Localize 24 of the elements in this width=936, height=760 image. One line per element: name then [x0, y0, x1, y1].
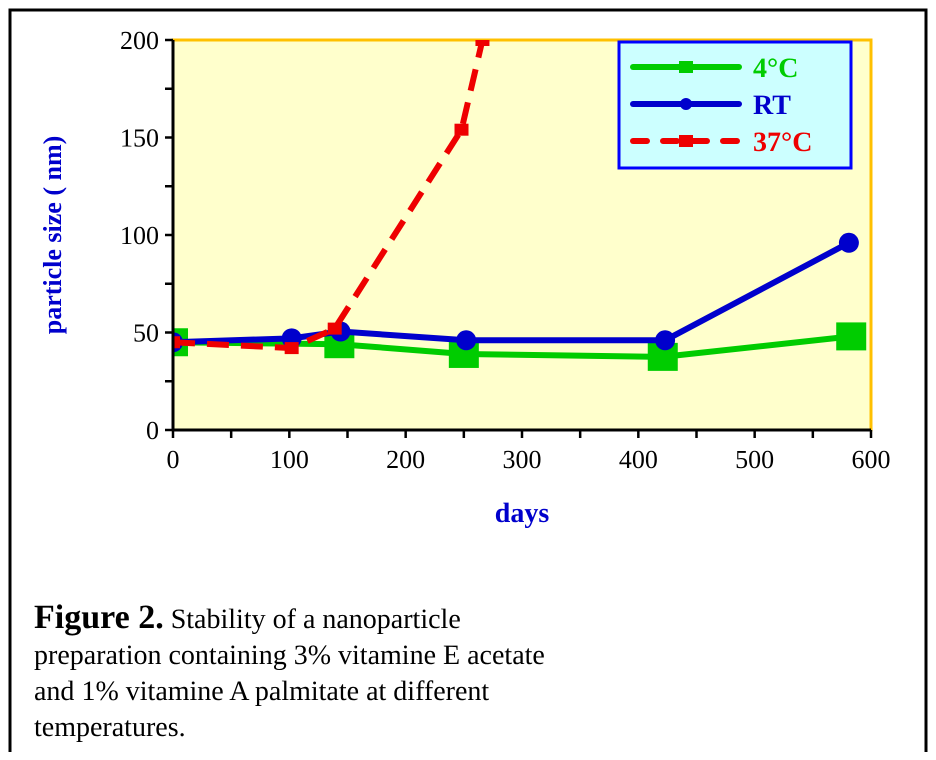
point [454, 124, 469, 136]
point [838, 232, 859, 253]
y-tick-label: 100 [120, 221, 159, 250]
legend-label: 4°C [753, 52, 798, 84]
point [456, 330, 476, 350]
y-tick-label: 50 [133, 318, 159, 348]
y-tick-label: 0 [146, 416, 159, 446]
legend-label: 37°C [753, 126, 812, 158]
x-tick-label: 600 [852, 445, 890, 474]
text: Figure 2. Stability of a nanoparticle preparation containing 3% vitamine E acetate and 1% vitamine A palmitate at different temperatures. [34, 599, 545, 743]
point [655, 330, 676, 350]
x-tick-label: 200 [386, 445, 426, 474]
x-axis-title: days [494, 498, 550, 529]
x-tick-label: 300 [502, 445, 542, 474]
y-tick-label: 150 [120, 124, 159, 153]
x-tick-label: 500 [735, 445, 774, 474]
y-axis-title: particle size ( nm) [38, 136, 67, 334]
x-tick-label: 400 [618, 445, 658, 474]
legend-label: RT [753, 90, 792, 121]
y-tick-label: 200 [120, 26, 159, 56]
point [284, 342, 299, 354]
x-tick-label: 0 [166, 445, 180, 474]
point [836, 322, 866, 350]
x-tick-label: 100 [270, 445, 309, 474]
